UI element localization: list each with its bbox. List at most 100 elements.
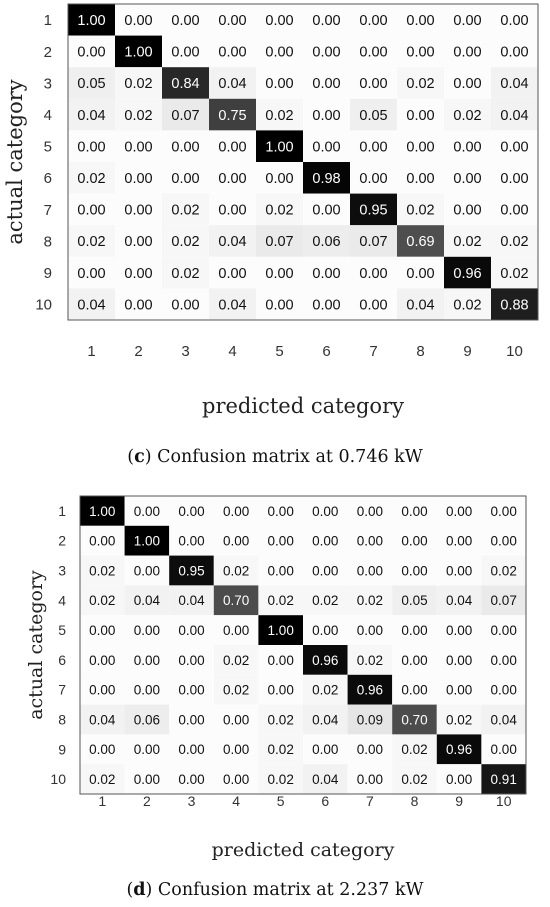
- cell-2-2: [115, 35, 162, 68]
- y-tick-label-3: 3: [44, 75, 52, 92]
- cell-value-1-2: 0.00: [124, 13, 152, 29]
- cell-9-5: [258, 734, 303, 765]
- cell-1-4: [213, 496, 259, 526]
- cell-value-2-10: 0.00: [491, 534, 517, 549]
- cell-value-10-9: 0.00: [446, 772, 472, 787]
- cell-value-8-8: 0.70: [401, 712, 427, 727]
- cell-value-7-1: 0.00: [77, 203, 105, 219]
- y-tick-label-10: 10: [50, 771, 66, 787]
- cell-value-2-8: 0.00: [406, 45, 434, 61]
- cell-7-5: [256, 193, 303, 226]
- cell-value-1-5: 0.00: [265, 13, 293, 29]
- cell-8-7: [347, 704, 393, 735]
- cell-10-7: [347, 764, 393, 794]
- cell-5-8: [397, 130, 444, 162]
- cell-1-5: [256, 4, 303, 36]
- cell-10-2: [115, 288, 162, 320]
- cell-value-8-3: 0.02: [171, 234, 199, 250]
- cell-7-5: [258, 674, 303, 705]
- cell-3-3: [162, 67, 209, 99]
- cell-value-8-1: 0.02: [77, 234, 105, 250]
- y-tick-label-4: 4: [58, 592, 66, 608]
- cell-2-6: [303, 35, 350, 68]
- cell-value-1-1: 1.00: [77, 13, 105, 29]
- cell-4-4: [213, 585, 259, 616]
- x-tick-label-7: 7: [369, 343, 377, 360]
- cell-value-2-5: 0.00: [268, 534, 294, 549]
- cell-5-7: [350, 130, 397, 162]
- cell-value-4-7: 0.02: [357, 593, 383, 608]
- y-tick-label-1: 1: [44, 12, 52, 29]
- y-tick-label-5: 5: [58, 622, 66, 638]
- cell-value-6-10: 0.00: [491, 653, 517, 668]
- cell-value-5-1: 0.00: [77, 139, 105, 155]
- cell-5-2: [124, 615, 170, 645]
- cell-9-9: [436, 734, 482, 765]
- x-tick-label-5: 5: [277, 793, 285, 809]
- cell-4-1: [80, 585, 125, 616]
- cell-value-7-1: 0.00: [89, 683, 115, 698]
- cell-4-10: [491, 98, 538, 131]
- cell-value-9-10: 0.02: [500, 266, 528, 282]
- cell-7-7: [350, 193, 397, 226]
- cell-6-8: [397, 162, 444, 194]
- cell-value-6-4: 0.00: [218, 171, 246, 187]
- cell-value-5-5: 1.00: [265, 139, 293, 155]
- cell-6-3: [169, 645, 214, 675]
- cell-value-4-4: 0.70: [223, 593, 249, 608]
- cell-value-10-2: 0.00: [134, 772, 160, 787]
- cell-8-3: [169, 704, 214, 735]
- cell-4-2: [115, 98, 162, 131]
- cell-2-3: [162, 35, 209, 68]
- cell-value-6-9: 0.00: [446, 653, 472, 668]
- cell-value-10-4: 0.04: [218, 297, 246, 313]
- cell-value-4-10: 0.07: [491, 593, 517, 608]
- cell-9-3: [162, 256, 209, 289]
- cell-value-1-6: 0.00: [312, 504, 338, 519]
- cell-7-2: [115, 193, 162, 226]
- cell-value-5-7: 0.00: [359, 139, 387, 155]
- cell-8-9: [444, 225, 491, 257]
- cell-8-1: [80, 704, 125, 735]
- cell-value-5-10: 0.00: [500, 139, 528, 155]
- cell-7-9: [444, 193, 491, 226]
- cell-value-1-2: 0.00: [134, 504, 160, 519]
- cell-5-1: [80, 615, 125, 645]
- cell-1-1: [80, 496, 125, 526]
- cell-value-7-9: 0.00: [453, 203, 481, 219]
- cell-value-9-1: 0.00: [77, 266, 105, 282]
- cell-10-10: [481, 764, 526, 794]
- cell-6-5: [258, 645, 303, 675]
- cell-2-5: [256, 35, 303, 68]
- cell-10-1: [68, 288, 115, 320]
- cell-value-6-6: 0.96: [312, 653, 338, 668]
- cell-8-2: [124, 704, 170, 735]
- cell-8-1: [68, 225, 115, 257]
- cell-1-6: [303, 496, 348, 526]
- cell-3-6: [303, 67, 350, 99]
- cell-7-3: [162, 193, 209, 226]
- cell-9-10: [481, 734, 526, 765]
- cell-2-4: [213, 525, 259, 556]
- cell-1-5: [258, 496, 303, 526]
- cell-2-7: [350, 35, 397, 68]
- cell-value-5-9: 0.00: [453, 139, 481, 155]
- cell-value-4-3: 0.04: [178, 593, 205, 608]
- cell-value-4-6: 0.02: [312, 593, 338, 608]
- cell-value-2-9: 0.00: [446, 534, 472, 549]
- cell-6-6: [303, 645, 348, 675]
- cell-value-1-4: 0.00: [223, 504, 249, 519]
- y-tick-label-3: 3: [58, 563, 66, 579]
- cell-value-7-5: 0.02: [265, 203, 293, 219]
- cell-value-7-4: 0.02: [223, 683, 249, 698]
- cell-value-8-5: 0.02: [268, 712, 294, 727]
- cell-4-5: [256, 98, 303, 131]
- x-tick-label-3: 3: [188, 793, 196, 809]
- cell-value-2-6: 0.00: [312, 534, 338, 549]
- cell-value-4-10: 0.04: [500, 108, 528, 124]
- cell-9-4: [209, 256, 256, 289]
- y-axis-label: actual category: [25, 570, 47, 720]
- y-tick-label-6: 6: [58, 652, 66, 668]
- cell-value-7-7: 0.95: [359, 203, 387, 219]
- cell-9-2: [115, 256, 162, 289]
